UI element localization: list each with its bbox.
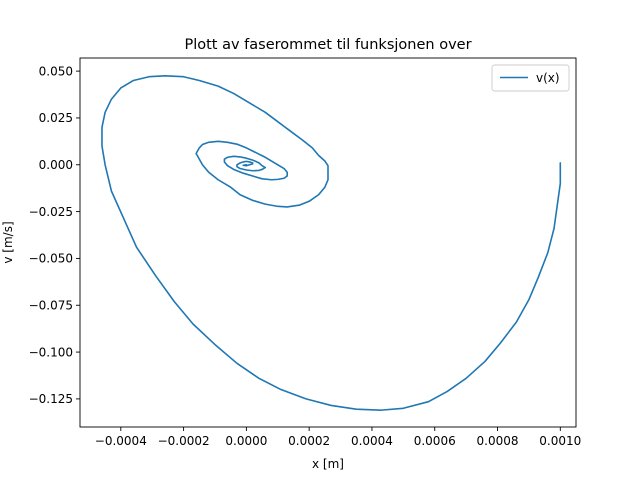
y-tick-label: −0.125 <box>29 392 73 406</box>
x-axis-label: x [m] <box>312 457 344 471</box>
x-tick-label: 0.0002 <box>288 434 330 448</box>
y-tick-label: −0.050 <box>29 252 73 266</box>
x-tick-label: 0.0008 <box>477 434 519 448</box>
y-axis-label: v [m/s] <box>1 221 15 263</box>
y-tick-label: 0.000 <box>39 158 73 172</box>
series-line-v-of-x <box>101 74 562 411</box>
chart-title: Plott av faserommet til funksjonen over <box>184 37 471 53</box>
legend-label: v(x) <box>536 71 560 85</box>
y-tick-label: 0.050 <box>39 64 73 78</box>
y-tick-label: −0.025 <box>29 205 73 219</box>
x-tick-label: 0.0006 <box>414 434 456 448</box>
legend: v(x) <box>491 64 570 92</box>
x-tick-label: −0.0004 <box>95 434 147 448</box>
y-tick-label: −0.100 <box>29 345 73 359</box>
x-tick-label: 0.0004 <box>351 434 393 448</box>
x-tick-label: −0.0002 <box>158 434 210 448</box>
plot-area <box>79 57 577 428</box>
axes-frame <box>79 57 577 428</box>
legend-box <box>491 64 570 92</box>
x-tick-label: 0.0010 <box>539 434 581 448</box>
y-tick-label: 0.025 <box>39 111 73 125</box>
y-axis-ticks: 0.050 0.025 0.000 −0.025 −0.050 −0.075 −0.100 −… <box>29 64 80 406</box>
x-axis-ticks: −0.0004 −0.0002 0.0000 0.0002 0.0004 0.0006 0.… <box>95 427 581 448</box>
y-tick-label: −0.075 <box>29 299 73 313</box>
x-tick-label: 0.0000 <box>225 434 267 448</box>
